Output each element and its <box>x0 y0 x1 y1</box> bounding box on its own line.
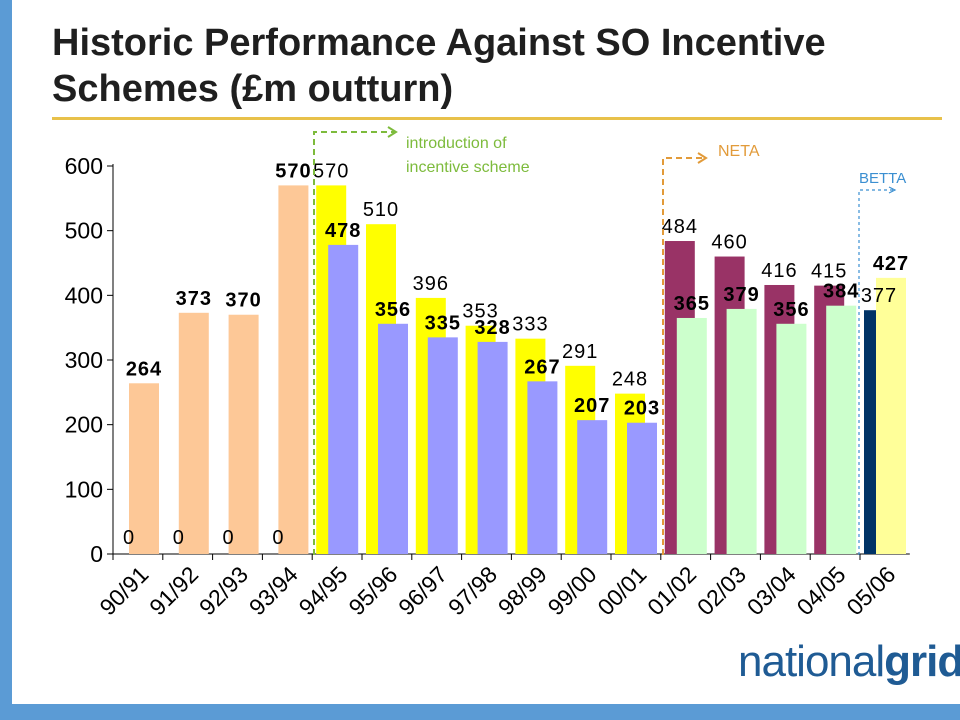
y-tick-label: 100 <box>65 476 103 502</box>
x-tick-label: 01/02 <box>642 561 701 620</box>
x-tick-label: 99/00 <box>543 561 602 620</box>
data-label: 267 <box>524 356 560 378</box>
data-label: 0 <box>223 527 235 549</box>
data-label: 353 <box>462 301 498 323</box>
data-label: 356 <box>375 299 411 321</box>
incentive-scheme-marker <box>313 131 394 555</box>
x-tick-label: 05/06 <box>841 561 900 620</box>
x-tick-label: 98/99 <box>493 561 552 620</box>
data-label: 570 <box>275 160 311 182</box>
y-tick-label: 500 <box>65 218 103 244</box>
bar-chart: 010020030040050060090/9191/9292/9393/949… <box>65 126 910 620</box>
data-label: 335 <box>425 312 461 334</box>
data-label: 427 <box>873 253 909 275</box>
data-label: 207 <box>574 395 610 417</box>
neta-marker <box>662 157 704 555</box>
data-label: 570 <box>313 160 349 182</box>
betta-marker <box>858 189 893 555</box>
data-label: 377 <box>861 285 897 307</box>
bar <box>876 277 906 554</box>
data-label: 0 <box>173 527 185 549</box>
x-tick-label: 04/05 <box>792 561 851 620</box>
bar <box>427 337 458 554</box>
bar <box>776 323 807 554</box>
title-underline <box>52 117 942 120</box>
x-tick-label: 90/91 <box>94 561 153 620</box>
annotation-incentive-line1: introduction of <box>406 135 507 152</box>
bar <box>178 312 209 554</box>
data-label: 203 <box>624 398 660 420</box>
x-tick-label: 97/98 <box>443 561 502 620</box>
y-tick-label: 400 <box>65 282 103 308</box>
left-frame-bar <box>0 0 12 720</box>
data-label: 365 <box>674 293 710 315</box>
data-label: 0 <box>123 527 135 549</box>
data-label: 248 <box>612 369 648 391</box>
bar <box>527 381 558 554</box>
bar <box>577 420 608 554</box>
annotation-betta: BETTA <box>859 170 906 187</box>
bar <box>228 314 259 554</box>
x-tick-label: 95/96 <box>343 561 402 620</box>
data-label: 510 <box>363 199 399 221</box>
bar <box>726 308 757 554</box>
bar <box>278 185 309 554</box>
x-tick-label: 94/95 <box>294 561 353 620</box>
data-label: 370 <box>225 290 261 312</box>
bar <box>378 323 408 554</box>
betta-arrow-head <box>888 186 897 194</box>
data-label: 396 <box>413 273 449 295</box>
y-tick-label: 600 <box>65 153 103 179</box>
x-tick-label: 00/01 <box>592 561 651 620</box>
y-tick-label: 300 <box>65 347 103 373</box>
x-tick-label: 02/03 <box>692 561 751 620</box>
y-tick-label: 200 <box>65 412 103 438</box>
data-label: 0 <box>272 527 284 549</box>
national-grid-logo: nationalgrid <box>738 636 960 688</box>
data-label: 356 <box>773 299 809 321</box>
incentive-arrow-head <box>387 126 398 138</box>
data-label: 291 <box>562 341 598 363</box>
bar <box>477 341 508 554</box>
data-label: 264 <box>126 358 162 380</box>
x-tick-label: 93/94 <box>244 561 303 620</box>
data-label: 328 <box>474 317 510 339</box>
x-tick-label: 03/04 <box>742 561 801 620</box>
x-tick-label: 96/97 <box>393 561 452 620</box>
data-label: 384 <box>823 281 859 303</box>
data-label: 416 <box>761 260 797 282</box>
bar <box>676 317 707 554</box>
bottom-frame-bar <box>0 704 960 720</box>
data-label: 373 <box>176 288 212 310</box>
slide-title: Historic Performance Against SO Incentiv… <box>52 22 826 110</box>
bar <box>129 383 159 554</box>
y-tick-label: 0 <box>90 541 103 567</box>
logo-text-national: national <box>738 637 885 686</box>
bar <box>627 422 657 554</box>
logo-text-grid: grid <box>884 637 960 686</box>
bar <box>826 305 857 554</box>
annotation-neta: NETA <box>718 143 760 160</box>
data-label: 478 <box>325 220 361 242</box>
data-label: 460 <box>711 232 747 254</box>
neta-arrow-head <box>697 152 708 164</box>
annotation-incentive-line2: incentive scheme <box>406 159 530 176</box>
x-tick-label: 92/93 <box>194 561 253 620</box>
bar <box>328 244 359 555</box>
x-tick-label: 91/92 <box>144 561 203 620</box>
data-label: 379 <box>723 284 759 306</box>
data-label: 484 <box>662 216 698 238</box>
data-label: 415 <box>811 261 847 283</box>
data-label: 333 <box>512 314 548 336</box>
